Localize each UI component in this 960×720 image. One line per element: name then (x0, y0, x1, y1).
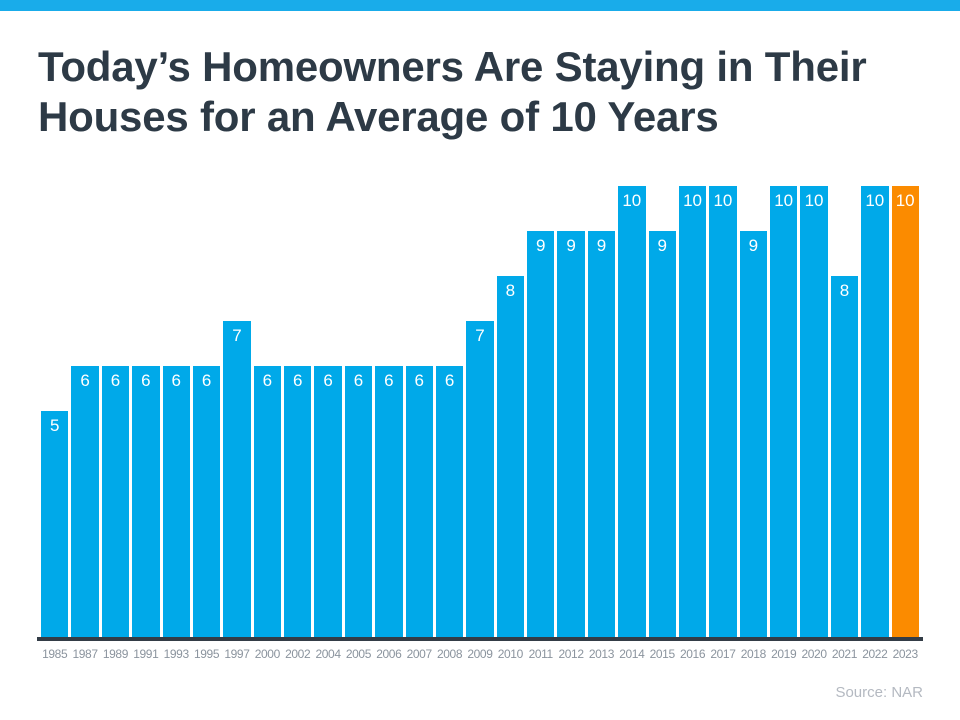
bar-2014: 10 (618, 186, 646, 637)
bar-2019: 10 (770, 186, 798, 637)
x-tick-2009: 2009 (467, 647, 493, 661)
bar-value-label-2015: 9 (657, 236, 667, 255)
x-tick-2016: 2016 (680, 647, 706, 661)
bar-1993: 6 (162, 366, 190, 637)
bar-value-label-1985: 5 (49, 416, 60, 435)
x-tick-2021: 2021 (831, 647, 858, 661)
bar-value-label-2007: 6 (414, 371, 424, 390)
x-axis-line (37, 637, 923, 641)
bar-value-label-1987: 6 (80, 371, 90, 390)
chart-title: Today’s Homeowners Are Staying in Their … (38, 42, 867, 142)
bar-2018: 9 (739, 231, 767, 637)
source-attribution: Source: NAR (835, 684, 923, 701)
bar-value-label-2010: 8 (505, 281, 516, 300)
bar-value-label-2021: 8 (839, 281, 850, 300)
bar-2016: 10 (678, 186, 707, 637)
x-tick-1985: 1985 (42, 647, 68, 661)
bar-value-label-2022: 10 (865, 191, 885, 210)
bar-value-label-2012: 9 (566, 236, 576, 255)
bar-value-label-2014: 10 (622, 191, 642, 210)
bar-chart: 5 6 6 6 6 6 7 6 6 6 6 6 6 6 7 8 9 9 9 10 9 10 10 9 10 10 8 10 10 (41, 167, 919, 637)
x-tick-2010: 2010 (497, 647, 524, 661)
x-tick-2002: 2002 (285, 647, 311, 661)
bar-2000: 6 (253, 366, 281, 637)
bar-2008: 6 (435, 366, 464, 637)
bar-value-label-2009: 7 (475, 326, 485, 345)
x-tick-2020: 2020 (801, 647, 828, 661)
x-tick-2007: 2007 (406, 647, 433, 661)
bar-value-label-2019: 10 (774, 191, 794, 210)
bar-value-label-2008: 6 (444, 371, 455, 390)
bar-value-label-2013: 9 (596, 236, 607, 255)
bar-value-label-1993: 6 (171, 371, 181, 390)
bar-value-label-1989: 6 (110, 371, 121, 390)
bar-value-label-2016: 10 (683, 191, 703, 210)
x-tick-2006: 2006 (376, 647, 402, 661)
chart-title-line-2: Houses for an Average of 10 Years (38, 93, 719, 140)
bar-2005: 6 (344, 366, 373, 637)
x-tick-2008: 2008 (437, 647, 463, 661)
x-tick-2019: 2019 (771, 647, 797, 661)
x-tick-2004: 2004 (315, 647, 342, 661)
bar-value-label-1997: 7 (232, 326, 242, 345)
bar-1997: 7 (223, 321, 251, 637)
x-tick-2000: 2000 (254, 647, 281, 661)
x-tick-2011: 2011 (528, 647, 554, 661)
bar-2007: 6 (405, 366, 433, 637)
bar-value-label-2000: 6 (262, 371, 273, 390)
x-tick-2005: 2005 (345, 647, 372, 661)
bar-2015: 9 (648, 231, 676, 637)
bar-value-label-1995: 6 (201, 371, 212, 390)
bar-2006: 6 (375, 366, 403, 637)
x-tick-1997: 1997 (224, 647, 250, 661)
bar-value-label-2018: 9 (748, 236, 759, 255)
bar-value-label-1991: 6 (141, 371, 151, 390)
bar-2004: 6 (314, 366, 342, 637)
bar-1987: 6 (71, 366, 99, 637)
bar-2012: 9 (557, 231, 585, 637)
bar-1989: 6 (101, 366, 130, 637)
x-tick-1987: 1987 (72, 647, 99, 661)
bar-2023: 10 (891, 186, 919, 637)
bar-2022: 10 (861, 186, 889, 637)
x-tick-2022: 2022 (862, 647, 888, 661)
x-tick-2012: 2012 (558, 647, 585, 661)
x-tick-2014: 2014 (619, 647, 645, 661)
bar-2010: 8 (496, 276, 524, 637)
bar-value-label-2004: 6 (323, 371, 333, 390)
bar-value-label-2020: 10 (804, 191, 824, 210)
x-tick-1989: 1989 (102, 647, 129, 661)
x-axis-labels: 1985 1987 1989 1991 1993 1995 1997 2000 2002 2004… (41, 647, 919, 661)
bar-2002: 6 (284, 366, 312, 637)
bar-2013: 9 (587, 231, 616, 637)
bar-2011: 9 (527, 231, 555, 637)
bar-value-label-2005: 6 (353, 371, 364, 390)
bar-value-label-2002: 6 (292, 371, 303, 390)
x-tick-2023: 2023 (892, 647, 919, 661)
bar-2020: 10 (800, 186, 828, 637)
top-accent-bar (0, 0, 960, 11)
x-tick-1993: 1993 (163, 647, 190, 661)
bar-value-label-2006: 6 (384, 371, 394, 390)
x-tick-1991: 1991 (133, 647, 159, 661)
x-tick-2015: 2015 (649, 647, 676, 661)
x-tick-1995: 1995 (194, 647, 220, 661)
bar-value-label-2023: 10 (895, 191, 915, 210)
chart-title-line-1: Today’s Homeowners Are Staying in Their (38, 43, 867, 90)
bar-1995: 6 (192, 366, 221, 637)
bar-1985: 5 (41, 411, 69, 637)
bar-2017: 10 (709, 186, 737, 637)
x-tick-2017: 2017 (710, 647, 736, 661)
bar-1991: 6 (132, 366, 160, 637)
bar-2021: 8 (830, 276, 859, 637)
bar-2009: 7 (466, 321, 494, 637)
x-tick-2018: 2018 (740, 647, 767, 661)
bar-value-label-2011: 9 (535, 236, 546, 255)
x-tick-2013: 2013 (588, 647, 615, 661)
bar-value-label-2017: 10 (713, 191, 733, 210)
